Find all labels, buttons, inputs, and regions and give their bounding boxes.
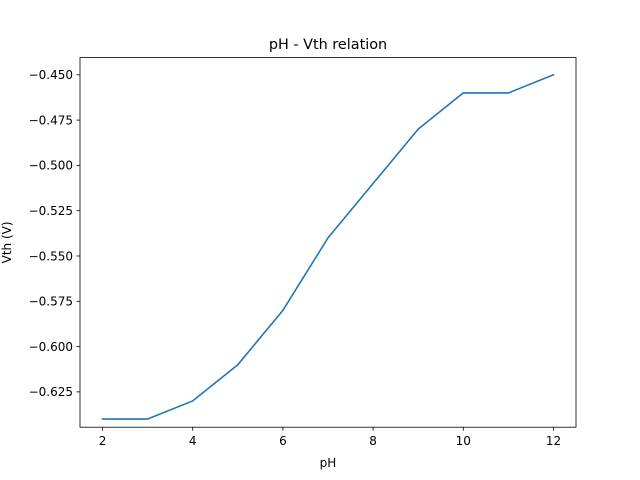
y-tick-label: −0.500 [29,159,73,173]
y-tick-label: −0.575 [29,295,73,309]
plot-frame [79,57,577,428]
y-tick-label: −0.625 [29,385,73,399]
x-tick-label: 8 [369,434,377,448]
x-tick-label: 12 [546,434,561,448]
plot-area [79,57,577,428]
y-axis-label: Vth (V) [0,221,14,263]
y-tick-label: −0.450 [29,68,73,82]
y-tick-label: −0.600 [29,340,73,354]
y-tick-label: −0.525 [29,204,73,218]
x-tick-label: 4 [189,434,197,448]
y-axis: −0.625 −0.600 −0.575 −0.550 −0.525 −0.500 −0.4… [29,68,80,399]
y-tick-label: −0.475 [29,113,73,127]
y-tick-label: −0.550 [29,249,73,263]
x-axis-label: pH [320,456,337,470]
x-tick-label: 2 [99,434,107,448]
x-tick-label: 6 [279,434,287,448]
chart-title: pH - Vth relation [269,37,387,53]
series-line [101,73,555,420]
x-axis: 2 4 6 8 10 12 [99,427,561,448]
x-tick-label: 10 [456,434,471,448]
